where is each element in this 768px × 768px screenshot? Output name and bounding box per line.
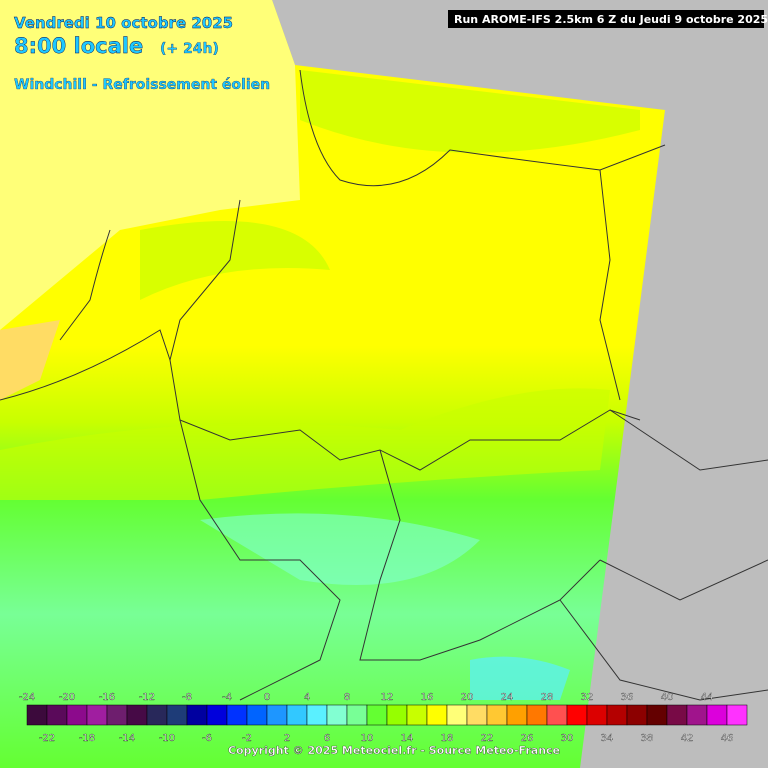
legend-label: 4 <box>304 692 310 703</box>
legend-label: -8 <box>182 692 192 703</box>
legend-swatch <box>386 704 408 726</box>
legend-label: 46 <box>721 733 734 744</box>
legend-swatch <box>26 704 48 726</box>
legend-label: 2 <box>284 733 290 744</box>
legend-swatch <box>146 704 168 726</box>
legend-label: 32 <box>581 692 594 703</box>
parameter-name: Windchill - Refroissement éolien <box>14 77 270 93</box>
legend-label: 38 <box>641 733 654 744</box>
legend-swatch <box>226 704 248 726</box>
forecast-time: 8:00 locale <box>14 34 143 58</box>
legend-swatch <box>486 704 508 726</box>
legend-swatch <box>726 704 748 726</box>
legend-label: 14 <box>401 733 414 744</box>
legend-label: 8 <box>344 692 350 703</box>
legend-label: -6 <box>202 733 212 744</box>
legend-label: 6 <box>324 733 330 744</box>
legend-label: -18 <box>79 733 95 744</box>
legend-label: 44 <box>701 692 714 703</box>
legend-swatch <box>266 704 288 726</box>
legend-label: -12 <box>139 692 155 703</box>
legend-label: 18 <box>441 733 454 744</box>
legend-swatch <box>246 704 268 726</box>
forecast-date: Vendredi 10 octobre 2025 <box>14 14 233 32</box>
legend-swatch <box>606 704 628 726</box>
legend-swatch <box>86 704 108 726</box>
legend-label: 36 <box>621 692 634 703</box>
run-info: Run AROME-IFS 2.5km 6 Z du Jeudi 9 octob… <box>454 13 768 26</box>
legend-swatch <box>706 704 728 726</box>
legend-label: 28 <box>541 692 554 703</box>
legend-label: 42 <box>681 733 694 744</box>
legend-label: 20 <box>461 692 474 703</box>
legend-swatch <box>406 704 428 726</box>
legend-swatch <box>126 704 148 726</box>
legend-swatch <box>566 704 588 726</box>
legend-swatch <box>466 704 488 726</box>
legend-label: -20 <box>59 692 75 703</box>
legend-swatch <box>546 704 568 726</box>
legend-swatch <box>586 704 608 726</box>
legend-swatch <box>686 704 708 726</box>
lead-time: (+ 24h) <box>160 41 219 57</box>
legend-swatch <box>426 704 448 726</box>
legend-label: 16 <box>421 692 434 703</box>
legend-label: -24 <box>19 692 35 703</box>
legend-swatch <box>366 704 388 726</box>
legend-swatch <box>506 704 528 726</box>
legend-swatch <box>66 704 88 726</box>
copyright: Copyright © 2025 Meteociel.fr - Source M… <box>228 744 560 757</box>
legend-label: 40 <box>661 692 674 703</box>
legend-label: 10 <box>361 733 374 744</box>
legend-swatch <box>306 704 328 726</box>
legend-swatch <box>106 704 128 726</box>
legend-swatch <box>186 704 208 726</box>
legend-swatch <box>326 704 348 726</box>
legend-label: -4 <box>222 692 232 703</box>
legend-swatch <box>46 704 68 726</box>
legend-label: -14 <box>119 733 135 744</box>
legend-label: -2 <box>242 733 252 744</box>
model-domain <box>0 0 665 768</box>
legend-swatch <box>666 704 688 726</box>
legend-swatch <box>346 704 368 726</box>
legend-swatch <box>446 704 468 726</box>
legend-label: 24 <box>501 692 514 703</box>
legend-swatch <box>286 704 308 726</box>
legend-swatch <box>626 704 648 726</box>
legend-swatch <box>526 704 548 726</box>
legend-label: -22 <box>39 733 55 744</box>
borders <box>0 69 768 701</box>
legend-label: 26 <box>521 733 534 744</box>
legend-label: -10 <box>159 733 175 744</box>
run-banner <box>448 10 764 28</box>
legend: -24-22-20-18-16-14-12-10-8-6-4-202468101… <box>19 692 748 744</box>
legend-swatch <box>646 704 668 726</box>
legend-label: 12 <box>381 692 394 703</box>
legend-swatch <box>206 704 228 726</box>
legend-label: 30 <box>561 733 574 744</box>
legend-label: 0 <box>264 692 270 703</box>
legend-label: -16 <box>99 692 115 703</box>
legend-label: 34 <box>601 733 614 744</box>
legend-label: 22 <box>481 733 494 744</box>
legend-swatch <box>166 704 188 726</box>
